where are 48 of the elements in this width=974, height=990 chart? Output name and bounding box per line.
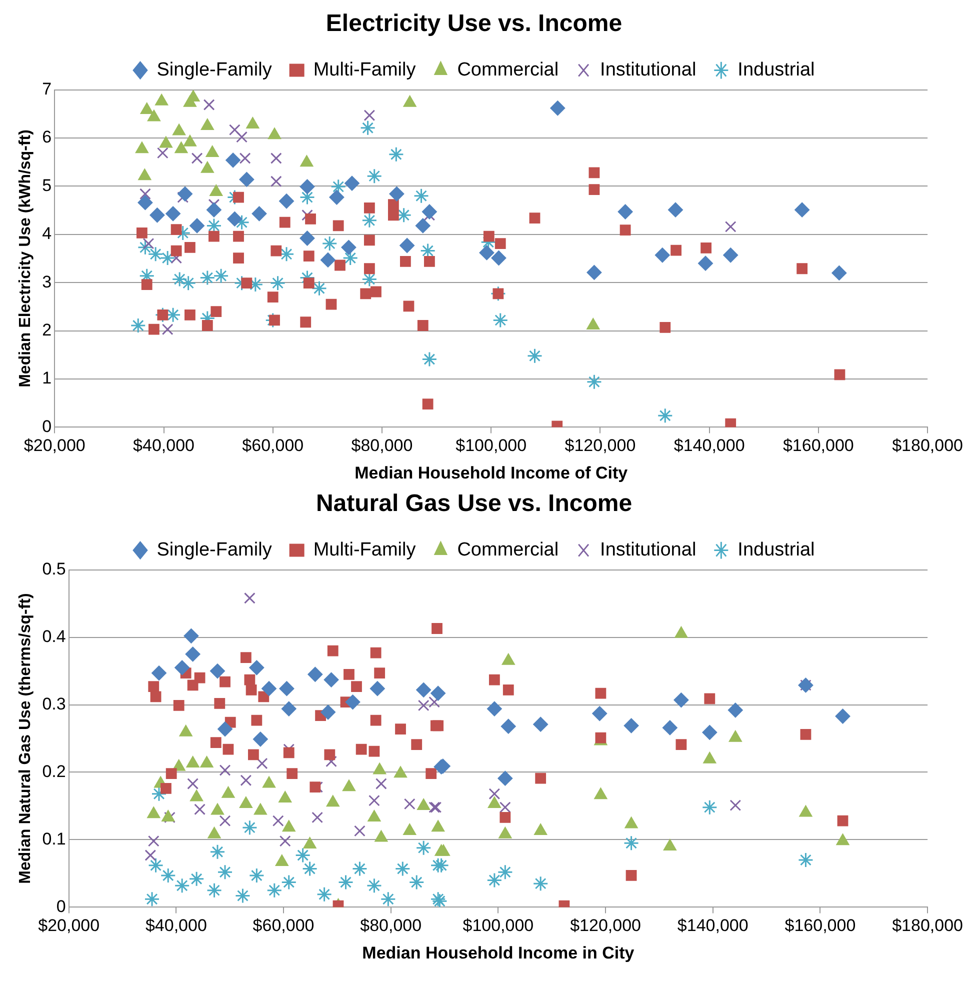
y-tick-label: 3	[42, 272, 52, 292]
x-tick-label: $160,000	[782, 436, 854, 456]
x-tick-label: $100,000	[462, 916, 534, 936]
chart-title: Natural Gas Use vs. Income	[316, 490, 632, 518]
x-tick-label: $60,000	[252, 916, 314, 936]
y-axis-title: Median Natural Gas Use (therms/sq-ft)	[17, 593, 34, 884]
y-tick-label: 0	[56, 896, 66, 916]
x-tick-label: $40,000	[133, 436, 194, 456]
x-axis-title: Median Household Income in City	[362, 943, 635, 962]
legend-label: Industrial	[738, 60, 815, 81]
x-tick-label: $20,000	[38, 916, 100, 936]
legend-label: Commercial	[457, 60, 559, 81]
x-axis-title: Median Household Income of City	[354, 463, 628, 482]
x-tick-label: $120,000	[570, 916, 641, 936]
y-tick-label: 7	[42, 79, 52, 98]
legend-label: Multi-Family	[313, 540, 416, 561]
chart-title: Electricity Use vs. Income	[326, 10, 622, 38]
y-tick-label: 1	[42, 368, 52, 388]
y-tick-label: 0.1	[42, 829, 66, 848]
legend-label: Commercial	[457, 540, 559, 561]
y-tick-label: 2	[42, 320, 52, 340]
y-tick-label: 0	[42, 416, 52, 436]
x-tick-label: $180,000	[892, 916, 963, 936]
x-tick-label: $40,000	[145, 916, 207, 936]
y-tick-label: 0.4	[42, 626, 66, 646]
x-tick-label: $80,000	[360, 916, 422, 936]
x-tick-label: $80,000	[351, 436, 413, 456]
x-tick-label: $60,000	[242, 436, 304, 456]
y-tick-label: 0.2	[42, 762, 66, 781]
x-tick-label: $140,000	[677, 916, 748, 936]
y-tick-label: 5	[42, 176, 52, 195]
y-tick-label: 6	[42, 128, 52, 147]
y-tick-label: 0.5	[42, 559, 66, 578]
legend-label: Institutional	[600, 60, 696, 81]
x-tick-label: $180,000	[892, 436, 963, 456]
x-tick-label: $20,000	[24, 436, 86, 456]
legend-label: Industrial	[738, 540, 815, 561]
x-tick-label: $120,000	[564, 436, 636, 456]
x-tick-label: $140,000	[674, 436, 745, 456]
y-axis-title: Median Electricity Use (kWh/sq-ft)	[17, 130, 34, 388]
legend-label: Single-Family	[156, 60, 272, 81]
x-tick-label: $160,000	[784, 916, 856, 936]
legend-label: Single-Family	[156, 540, 272, 561]
y-tick-label: 4	[42, 224, 52, 244]
legend-label: Multi-Family	[313, 60, 416, 81]
y-tick-label: 0.3	[42, 694, 66, 714]
legend-label: Institutional	[600, 540, 696, 561]
x-tick-label: $100,000	[456, 436, 527, 456]
